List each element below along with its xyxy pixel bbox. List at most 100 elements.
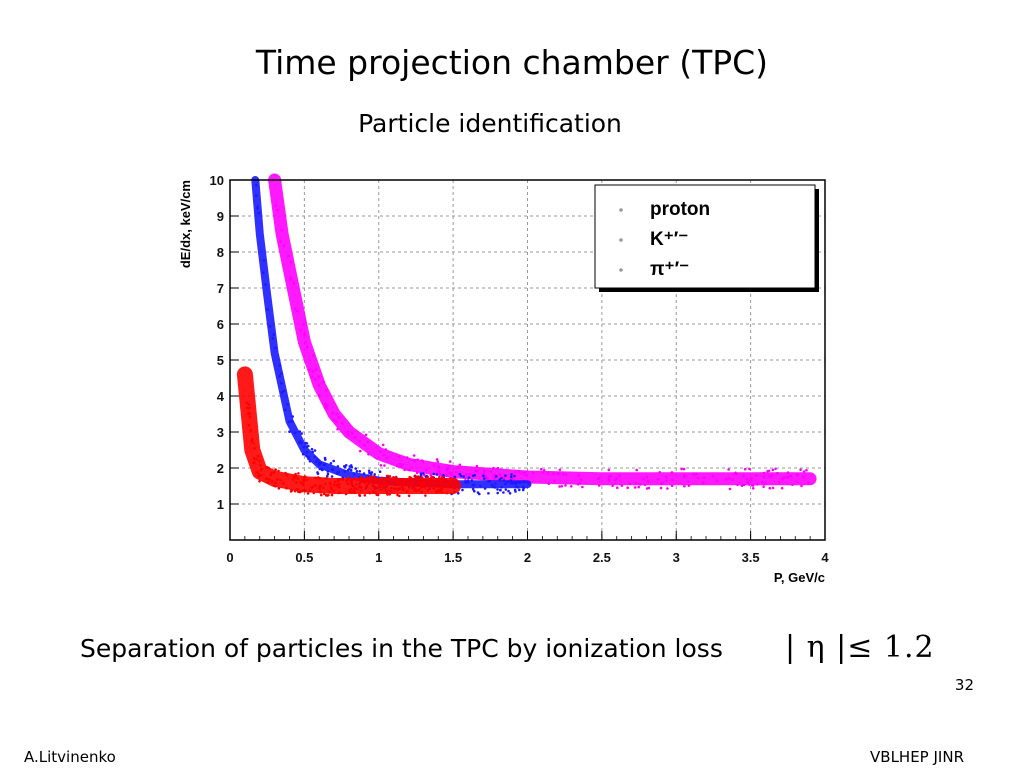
series-point-0 — [558, 468, 562, 472]
series-point-2 — [382, 484, 385, 488]
series-point-1 — [330, 468, 334, 471]
series-point-2 — [334, 480, 337, 484]
series-point-2 — [295, 481, 298, 484]
series-point-1 — [302, 445, 305, 449]
series-point-2 — [382, 486, 385, 490]
series-point-0 — [547, 482, 551, 486]
series-point-0 — [581, 485, 584, 489]
series-point-2 — [337, 491, 340, 495]
series-point-0 — [383, 464, 386, 467]
series-point-1 — [522, 487, 525, 490]
series-point-2 — [379, 485, 382, 489]
series-point-0 — [367, 452, 370, 456]
series-point-2 — [417, 475, 420, 478]
axes: 0 0.5 1 1.5 2 2.5 3 3.5 4 1 2 3 4 5 6 7 8 9 10 P, GeV/c dE/d… — [178, 173, 829, 585]
series-point-0 — [366, 440, 370, 444]
x-tick-label: 2.5 — [593, 550, 611, 565]
series-point-0 — [498, 473, 502, 476]
series-point-1 — [466, 479, 470, 482]
series-point-0 — [311, 354, 315, 357]
series-point-2 — [417, 488, 421, 492]
series-point-1 — [300, 432, 303, 435]
series-point-2 — [248, 415, 252, 419]
series-point-2 — [284, 471, 287, 475]
series-point-1 — [504, 482, 507, 486]
series-point-1 — [282, 389, 286, 393]
y-axis-label: dE/dx, keV/cm — [178, 180, 193, 268]
series-point-2 — [353, 490, 356, 494]
series-point-0 — [438, 472, 442, 475]
series-point-2 — [290, 488, 293, 492]
series-point-1 — [512, 481, 515, 485]
series-point-2 — [407, 494, 411, 498]
series-point-0 — [762, 475, 766, 479]
series-point-1 — [498, 478, 502, 481]
series-point-1 — [504, 474, 507, 477]
x-tick-label: 3 — [673, 550, 680, 565]
series-point-1 — [298, 441, 301, 445]
series-point-0 — [740, 484, 744, 488]
series-point-2 — [252, 461, 256, 465]
series-point-2 — [373, 475, 376, 479]
series-point-2 — [392, 476, 395, 479]
series-point-1 — [458, 472, 462, 476]
series-point-0 — [692, 473, 695, 476]
series-point-2 — [438, 475, 441, 479]
series-point-2 — [441, 476, 444, 479]
series-point-0 — [279, 240, 283, 243]
series-point-2 — [274, 481, 277, 485]
series-point-2 — [358, 494, 362, 497]
series-point-1 — [496, 488, 499, 491]
series-point-1 — [496, 491, 500, 495]
series-point-0 — [289, 278, 292, 281]
series-point-1 — [349, 469, 353, 472]
series-point-0 — [416, 458, 420, 462]
series-point-1 — [283, 408, 287, 412]
series-point-2 — [266, 481, 270, 484]
series-point-0 — [274, 204, 278, 207]
x-tick-label: 1 — [375, 550, 382, 565]
series-point-0 — [464, 477, 467, 480]
series-point-2 — [314, 484, 317, 487]
series-point-1 — [354, 467, 357, 470]
series-point-1 — [514, 490, 517, 493]
series-point-0 — [531, 471, 535, 475]
series-point-1 — [278, 374, 281, 378]
series-point-0 — [658, 471, 661, 474]
series-point-2 — [405, 490, 409, 493]
series-point-0 — [638, 483, 642, 486]
series-point-2 — [448, 481, 451, 485]
series-point-2 — [406, 478, 409, 482]
series-point-0 — [771, 486, 775, 490]
series-point-0 — [576, 483, 580, 486]
series-point-0 — [321, 380, 325, 384]
series-point-0 — [396, 464, 399, 468]
series-point-1 — [318, 462, 322, 466]
series-point-0 — [626, 486, 629, 490]
series-point-2 — [332, 489, 335, 493]
x-tick-label: 0.5 — [295, 550, 313, 565]
series-point-0 — [289, 276, 292, 279]
series-point-0 — [635, 468, 638, 472]
series-point-1 — [510, 473, 513, 476]
series-point-1 — [272, 333, 276, 336]
series-point-0 — [340, 421, 344, 425]
series-point-0 — [302, 323, 305, 326]
series-point-2 — [329, 485, 333, 489]
series-point-2 — [429, 477, 432, 480]
series-point-0 — [728, 477, 731, 480]
series-point-0 — [771, 468, 775, 472]
series-point-2 — [353, 486, 356, 490]
series-point-2 — [299, 481, 303, 485]
series-point-2 — [329, 482, 332, 486]
series-point-1 — [502, 491, 505, 494]
series-point-2 — [282, 482, 285, 485]
series-point-1 — [500, 485, 503, 489]
series-point-2 — [451, 478, 455, 482]
series-point-2 — [433, 481, 436, 485]
series-point-0 — [475, 464, 479, 468]
series-point-0 — [484, 475, 488, 478]
series-point-1 — [483, 487, 487, 490]
slide-title: Time projection chamber (TPC) — [255, 43, 769, 82]
series-point-2 — [297, 472, 300, 475]
